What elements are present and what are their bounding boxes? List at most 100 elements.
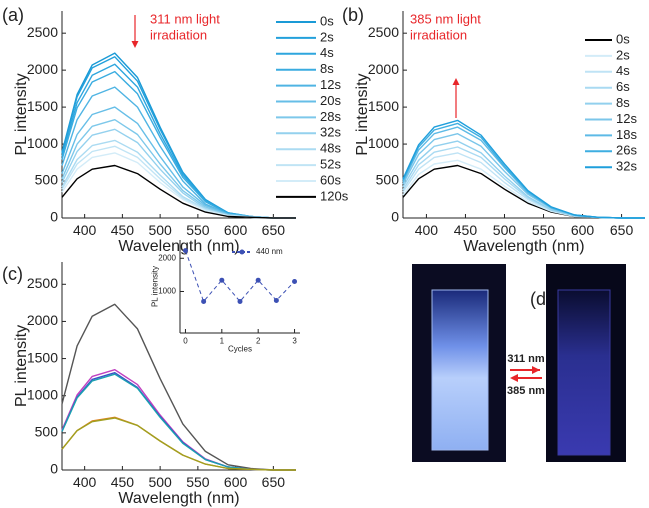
legend-label: 18s (616, 127, 637, 142)
x-tick-label: 600 (224, 474, 248, 490)
legend-marker (239, 249, 245, 255)
x-tick-label: 1 (220, 337, 225, 346)
arrow-head (510, 374, 518, 382)
legend-label: 0s (320, 13, 334, 28)
series-line (61, 164, 296, 219)
x-tick-label: 450 (111, 222, 135, 238)
series-line (402, 140, 645, 219)
y-tick-label: 500 (35, 424, 59, 440)
legend-label: 0s (616, 31, 630, 46)
series-line (61, 416, 296, 471)
y-tick-label: 1000 (27, 135, 58, 151)
legend-label: 12s (320, 77, 341, 92)
y-tick-label: 1500 (27, 98, 58, 114)
legend-label: 60s (320, 172, 341, 187)
x-tick-label: 550 (186, 222, 210, 238)
y-tick-label: 1000 (27, 386, 58, 402)
x-tick-label: 550 (532, 222, 556, 238)
x-tick-label: 500 (148, 222, 172, 238)
y-tick-label: 1500 (27, 349, 58, 365)
series-line (402, 133, 645, 219)
point (201, 298, 207, 304)
legend-label: 12s (616, 111, 637, 126)
point (237, 298, 243, 304)
annotation: irradiation (150, 27, 207, 42)
panel-label: (a) (2, 5, 24, 25)
x-tick-label: 500 (148, 474, 172, 490)
legend-label: 32s (616, 159, 637, 174)
y-tick-label: 0 (391, 209, 399, 225)
y-axis-label: PL intensity (354, 73, 371, 155)
x-tick-label: 400 (415, 222, 439, 238)
x-tick-label: 650 (262, 222, 286, 238)
x-tick-label: 0 (183, 337, 188, 346)
legend-label: 48s (320, 141, 341, 156)
cuvette-bright (431, 289, 489, 451)
legend-label: 120s (320, 188, 349, 203)
photo-panel: (d) 311 nm 385 nm (412, 264, 626, 462)
legend-label: 20s (320, 93, 341, 108)
legend-label: 4s (320, 45, 334, 60)
legend-label: 28s (320, 109, 341, 124)
x-tick-label: 500 (493, 222, 517, 238)
x-tick-label: 600 (571, 222, 595, 238)
wavelength-label: 311 nm (507, 353, 545, 365)
arrow-head (131, 41, 139, 48)
x-tick-label: 450 (454, 222, 478, 238)
legend-label: 2s (616, 47, 630, 62)
legend-label: 8s (616, 95, 630, 110)
x-tick-label: 550 (186, 474, 210, 490)
annotation: irradiation (410, 27, 467, 42)
series-line (61, 417, 296, 471)
y-tick-label: 2000 (27, 61, 58, 77)
x-tick-label: 2 (256, 337, 261, 346)
y-tick-label: 0 (50, 461, 58, 477)
series-line (402, 119, 645, 219)
x-axis-label: Cycles (228, 345, 252, 354)
y-tick-label: 2500 (27, 275, 58, 291)
series-line (402, 122, 645, 219)
annotation: 385 nm light (410, 11, 481, 26)
x-tick-label: 400 (73, 222, 97, 238)
y-tick-label: 500 (376, 172, 400, 188)
y-axis-label: PL intensity (13, 325, 30, 407)
x-tick-label: 600 (224, 222, 248, 238)
annotation: 311 nm light (150, 11, 220, 26)
cuvette-dim (557, 289, 611, 456)
y-tick-label: 1500 (368, 98, 399, 114)
x-tick-label: 400 (73, 474, 97, 490)
y-tick-label: 0 (50, 209, 58, 225)
series-line (61, 373, 296, 471)
x-tick-label: 650 (262, 474, 286, 490)
panel-label: (c) (2, 264, 23, 284)
point (182, 248, 188, 254)
x-axis-label: Wavelength (nm) (118, 490, 239, 507)
series-line (61, 139, 296, 219)
wavelength-label: 385 nm (507, 385, 545, 397)
legend-label: 2s (320, 29, 334, 44)
y-tick-label: 2500 (368, 24, 399, 40)
x-axis-label: Wavelength (nm) (118, 238, 239, 255)
point (273, 297, 279, 303)
y-tick-label: 2000 (368, 61, 399, 77)
series-line (402, 146, 645, 219)
y-tick-label: 2500 (27, 24, 58, 40)
x-tick-label: 3 (292, 337, 297, 346)
legend-label: 8s (320, 61, 334, 76)
y-tick-label: 2000 (27, 312, 58, 328)
x-tick-label: 450 (111, 474, 135, 490)
legend-label: 32s (320, 125, 341, 140)
series-line (402, 126, 645, 219)
x-tick-label: 650 (610, 222, 634, 238)
x-axis-label: Wavelength (nm) (463, 238, 584, 255)
y-tick-label: 2000 (158, 253, 176, 262)
arrow-head (532, 366, 540, 374)
y-tick-label: 500 (35, 172, 59, 188)
y-axis-label: PL intensity (150, 266, 159, 307)
series-line (402, 164, 645, 219)
legend-label: 440 nm (256, 247, 283, 256)
series-line (61, 86, 296, 219)
series-line (185, 250, 295, 302)
point (292, 279, 298, 285)
